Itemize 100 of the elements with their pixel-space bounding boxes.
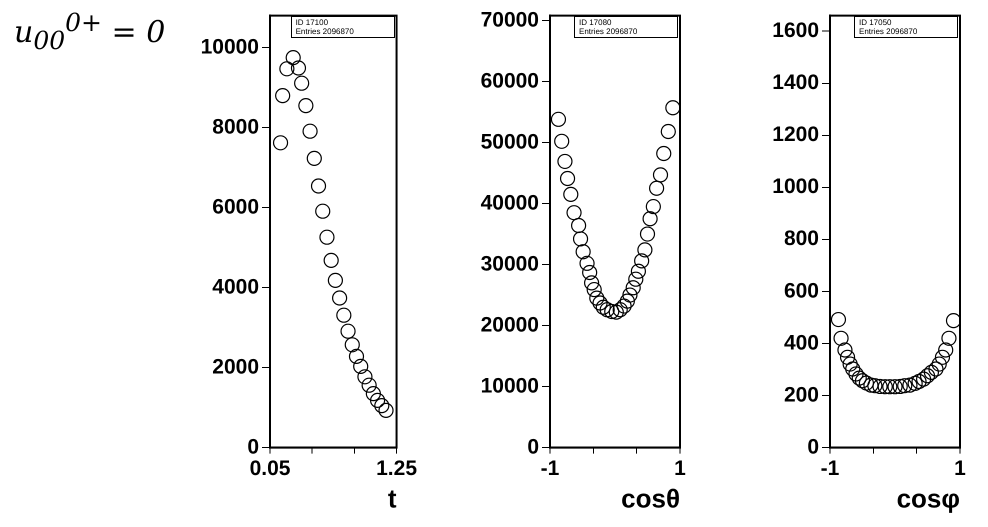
y-tick-label: 1000 — [772, 175, 819, 198]
y-tick-label: 50000 — [480, 130, 539, 154]
point — [589, 290, 604, 306]
x-tick-label: 1 — [954, 456, 966, 480]
point — [916, 372, 932, 387]
point — [286, 50, 301, 66]
y-tick-label: 400 — [784, 331, 819, 354]
point — [378, 402, 394, 418]
y-tick-label: 0 — [527, 435, 539, 458]
y-tick-label: 10000 — [200, 35, 259, 58]
y-tick-label: 1600 — [772, 19, 819, 42]
annotation: ID 17050 — [859, 18, 892, 27]
point — [665, 100, 680, 116]
point — [892, 378, 908, 394]
y-tick-label: 30000 — [480, 252, 539, 276]
point — [272, 135, 288, 150]
x-tick-label: 1 — [674, 456, 686, 480]
y-tick-label: 1200 — [772, 123, 819, 146]
point — [660, 124, 676, 140]
y-tick-label: 4000 — [212, 275, 259, 298]
point — [649, 180, 664, 196]
point — [934, 350, 950, 365]
point — [845, 361, 860, 377]
y-tick-label: 0 — [247, 435, 259, 458]
point — [298, 98, 314, 114]
point — [628, 272, 644, 287]
point — [290, 60, 306, 76]
y-tick-label: 40000 — [480, 191, 539, 214]
point — [897, 378, 912, 394]
y-tick-label: 1400 — [772, 71, 819, 94]
point — [332, 290, 348, 306]
x-axis-title: t — [388, 484, 397, 514]
point — [336, 308, 352, 323]
point — [858, 375, 874, 391]
point — [854, 373, 870, 388]
y-tick-label: 800 — [784, 227, 819, 250]
point — [878, 379, 893, 394]
stats-box: ID 17100 Entries 2096870 — [290, 16, 395, 38]
point — [554, 134, 570, 149]
point — [616, 298, 632, 314]
point — [275, 88, 290, 104]
point — [366, 386, 381, 402]
point — [848, 366, 864, 382]
point — [294, 76, 310, 91]
point — [911, 374, 927, 390]
point — [560, 170, 576, 186]
point — [842, 356, 858, 372]
point — [306, 150, 322, 166]
point — [566, 205, 582, 220]
point — [319, 230, 335, 245]
point — [302, 124, 318, 139]
point — [344, 337, 360, 352]
point — [563, 186, 578, 202]
point — [579, 256, 595, 271]
point — [887, 379, 903, 394]
point — [279, 61, 294, 76]
point — [600, 302, 615, 318]
annotation: ID 17100 — [296, 18, 330, 27]
point — [640, 226, 656, 242]
point — [353, 358, 368, 374]
point — [637, 242, 652, 258]
y-tick-label: 600 — [784, 279, 819, 302]
point — [572, 231, 588, 247]
y-tick-label: 8000 — [212, 115, 259, 138]
annotation: Entries 2096870 — [296, 26, 355, 36]
y-tick-label: 0 — [807, 435, 819, 458]
point — [938, 342, 954, 358]
point — [908, 376, 923, 391]
point — [642, 211, 658, 226]
x-tick-label: -1 — [540, 456, 560, 480]
point — [852, 370, 867, 386]
annotation: Entries 2096870 — [859, 26, 918, 36]
point — [932, 356, 947, 372]
point — [362, 378, 377, 393]
point — [626, 280, 641, 296]
point — [315, 204, 330, 219]
y-tick-label: 70000 — [480, 8, 539, 32]
point — [882, 379, 898, 394]
point — [582, 264, 598, 280]
point — [902, 378, 918, 393]
point — [646, 198, 661, 214]
point — [340, 324, 356, 339]
point — [924, 364, 939, 380]
point — [867, 378, 882, 394]
point — [946, 313, 960, 328]
stats-box: ID 17080 Entries 2096870 — [574, 16, 678, 38]
point — [586, 282, 602, 298]
y-tick-label: 6000 — [212, 195, 259, 218]
point — [348, 348, 364, 364]
point — [656, 146, 672, 162]
point — [863, 378, 879, 393]
x-axis-title: cosφ — [896, 484, 960, 514]
point — [592, 295, 608, 311]
point — [584, 275, 600, 290]
y-tick-label: 200 — [784, 383, 819, 406]
chart-title: u$_{00}$$^{0+}$ = 0 — [14, 8, 166, 55]
x-tick-label: 0.05 — [250, 456, 291, 480]
point — [596, 300, 611, 315]
point — [612, 302, 628, 318]
point — [608, 304, 624, 320]
